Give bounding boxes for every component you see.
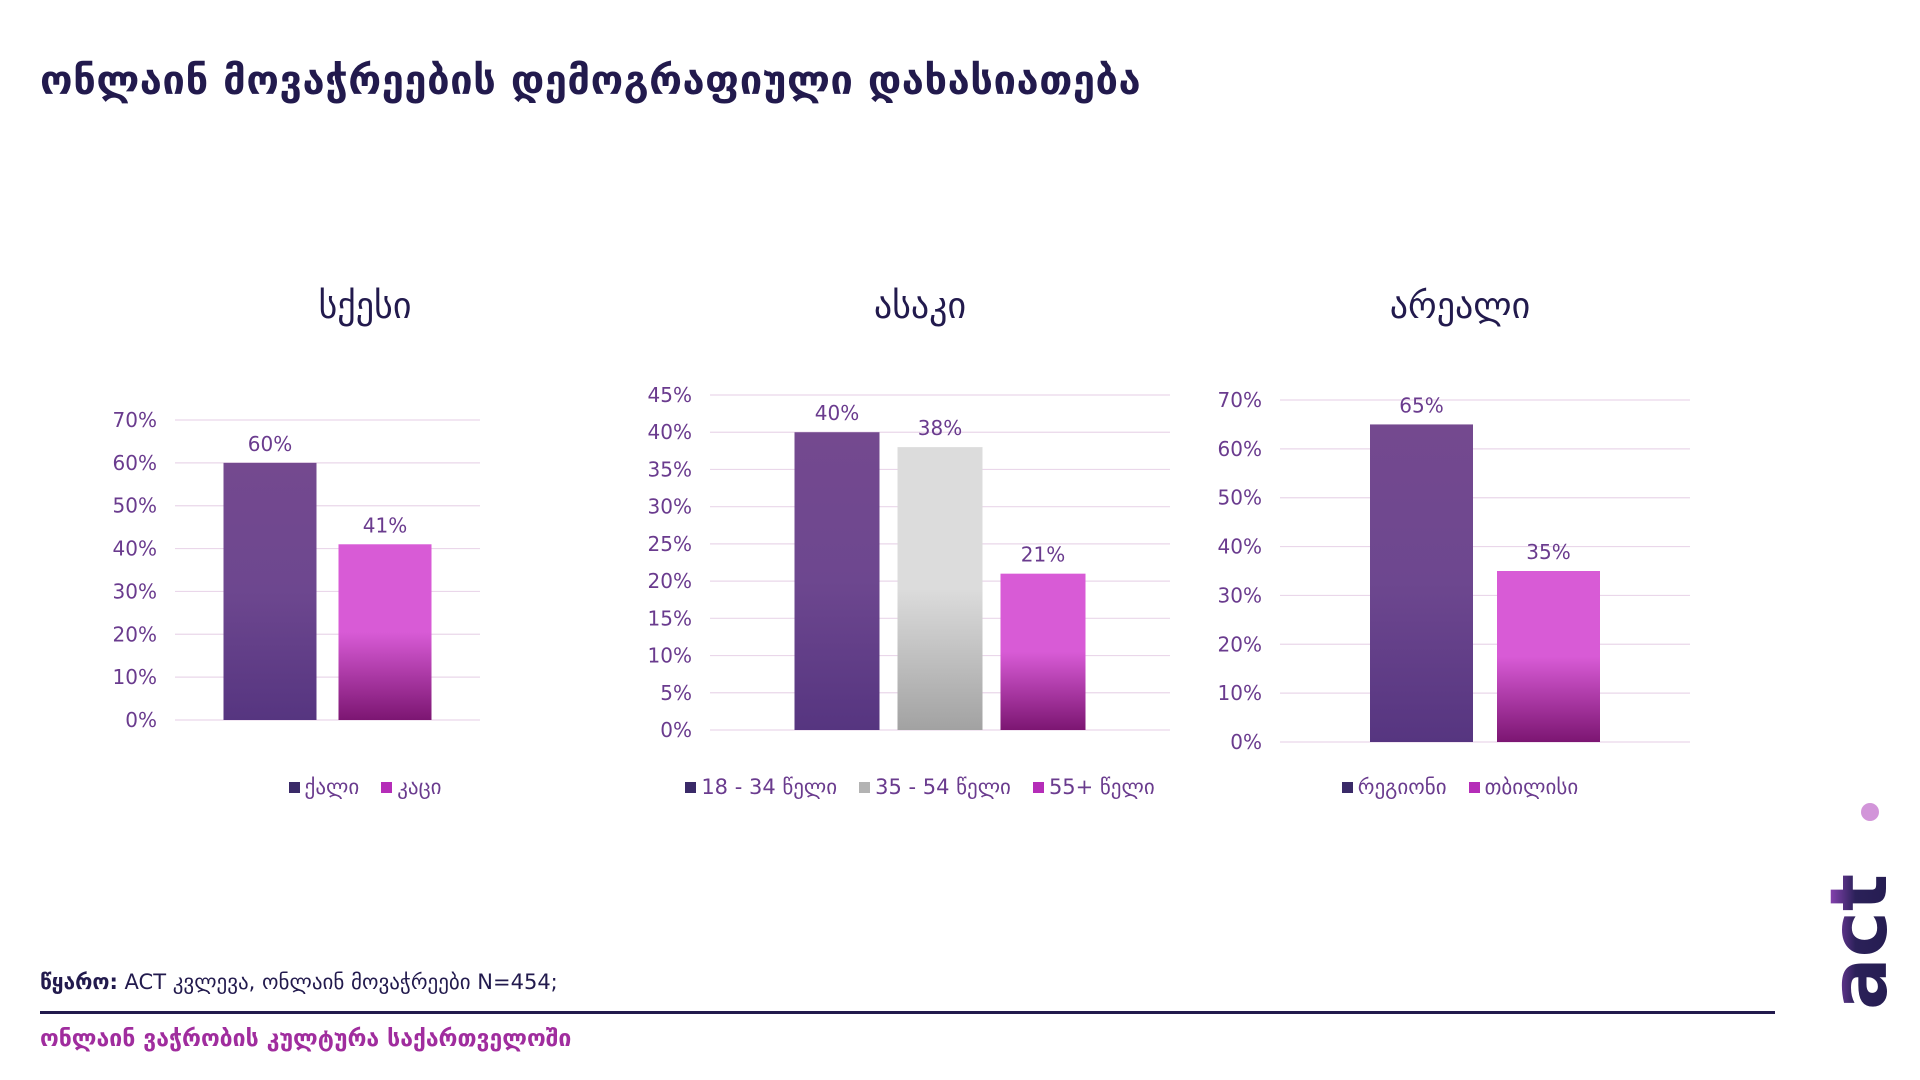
y-tick-label: 35% <box>648 457 692 481</box>
y-tick-label: 45% <box>648 383 692 407</box>
chart-plot-age: 0% 5% 10% 15% 20% 25% 30% 35% 40% 45% 40% 38% 21% <box>648 383 1170 742</box>
bar-age-2 <box>1000 573 1086 730</box>
y-tick-label: 40% <box>113 537 157 561</box>
y-tick-label: 50% <box>1218 486 1262 510</box>
footer-title: ონლაინ ვაჭრობის კულტურა საქართველოში <box>40 1026 572 1052</box>
y-tick-label: 20% <box>1218 632 1262 656</box>
y-tick-label: 10% <box>648 644 692 668</box>
act-logo: act <box>1828 803 1898 1010</box>
legend-item: თბილისი <box>1468 775 1579 799</box>
y-tick-label: 20% <box>648 569 692 593</box>
footer-divider <box>40 1011 1775 1014</box>
legend-swatch <box>859 781 871 793</box>
legend-label: თბილისი <box>1484 775 1579 799</box>
source-label: წყარო: <box>40 970 118 994</box>
y-tick-label: 10% <box>1218 681 1262 705</box>
data-label: 40% <box>815 401 859 425</box>
source-note: წყარო: ACT კვლევა, ონლაინ მოვაჭრეები N=4… <box>40 970 558 994</box>
y-tick-label: 10% <box>113 665 157 689</box>
bar-area-1 <box>1497 571 1600 742</box>
data-label: 60% <box>248 432 292 456</box>
chart-title-age: ასაკი <box>873 286 967 327</box>
y-tick-label: 70% <box>113 408 157 432</box>
chart-title-area: არეალი <box>1389 286 1531 327</box>
y-tick-label: 50% <box>113 494 157 518</box>
bar-age-1 <box>897 447 983 730</box>
data-label: 41% <box>363 513 407 537</box>
y-tick-label: 20% <box>113 622 157 646</box>
y-tick-label: 60% <box>113 451 157 475</box>
chart-sex: სქესი 0% 10% 20% 30% 40% 50% 60% 70% 60% 41% ქალი… <box>113 270 600 810</box>
legend-swatch <box>288 781 300 793</box>
legend-area: რეგიონი თბილისი <box>1210 775 1710 799</box>
logo-dot-icon <box>1861 803 1879 821</box>
y-tick-label: 40% <box>648 420 692 444</box>
y-tick-label: 0% <box>660 718 692 742</box>
legend-swatch <box>381 781 393 793</box>
legend-label: ქალი <box>304 775 360 799</box>
logo-text: act <box>1828 874 1898 1010</box>
bar-sex-0 <box>223 462 317 720</box>
legend-item: 55+ წელი <box>1032 775 1155 799</box>
chart-title-sex: სქესი <box>318 286 412 327</box>
legend-age: 18 - 34 წელი 35 - 54 წელი 55+ წელი <box>640 775 1200 799</box>
legend-swatch <box>1341 781 1353 793</box>
legend-swatch <box>1032 781 1044 793</box>
legend-item: კაცი <box>381 775 441 799</box>
y-tick-label: 0% <box>1230 730 1262 754</box>
bar-sex-1 <box>338 544 432 720</box>
legend-swatch <box>685 781 697 793</box>
bar-area-0 <box>1370 424 1473 742</box>
y-tick-label: 5% <box>660 681 692 705</box>
legend-label: 35 - 54 წელი <box>875 775 1011 799</box>
data-label: 21% <box>1021 543 1065 567</box>
legend-label: რეგიონი <box>1357 775 1447 799</box>
y-tick-label: 70% <box>1218 388 1262 412</box>
y-tick-label: 30% <box>1218 583 1262 607</box>
y-tick-label: 0% <box>125 708 157 732</box>
y-tick-label: 25% <box>648 532 692 556</box>
y-tick-label: 30% <box>113 579 157 603</box>
source-text: ACT კვლევა, ონლაინ მოვაჭრეები N=454; <box>117 970 558 994</box>
data-label: 38% <box>918 416 962 440</box>
data-label: 65% <box>1399 393 1443 417</box>
data-label: 35% <box>1526 540 1570 564</box>
y-tick-label: 30% <box>648 495 692 519</box>
chart-area: არეალი 0% 10% 20% 30% 40% 50% 60% 70% 65% 35% რეგ… <box>1210 270 1710 810</box>
legend-item: ქალი <box>288 775 360 799</box>
legend-swatch <box>1468 781 1480 793</box>
legend-item: 35 - 54 წელი <box>859 775 1011 799</box>
y-tick-label: 40% <box>1218 535 1262 559</box>
legend-label: 18 - 34 წელი <box>701 775 838 799</box>
page-title: ონლაინ მოვაჭრეების დემოგრაფიული დახასიათ… <box>40 58 1142 104</box>
y-tick-label: 15% <box>648 606 692 630</box>
chart-age: ასაკი 0% 5% 10% 15% 20% 25% 30% 35% 40% 45% 40% 38%… <box>640 270 1200 810</box>
legend-label: 55+ წელი <box>1048 775 1155 799</box>
chart-plot-sex: 0% 10% 20% 30% 40% 50% 60% 70% 60% 41% <box>113 408 480 732</box>
legend-sex: ქალი კაცი <box>130 775 600 799</box>
y-tick-label: 60% <box>1218 437 1262 461</box>
legend-item: 18 - 34 წელი <box>685 775 837 799</box>
legend-item: რეგიონი <box>1341 775 1447 799</box>
legend-label: კაცი <box>397 775 442 799</box>
bar-age-0 <box>794 432 880 730</box>
chart-plot-area: 0% 10% 20% 30% 40% 50% 60% 70% 65% 35% <box>1218 388 1690 754</box>
